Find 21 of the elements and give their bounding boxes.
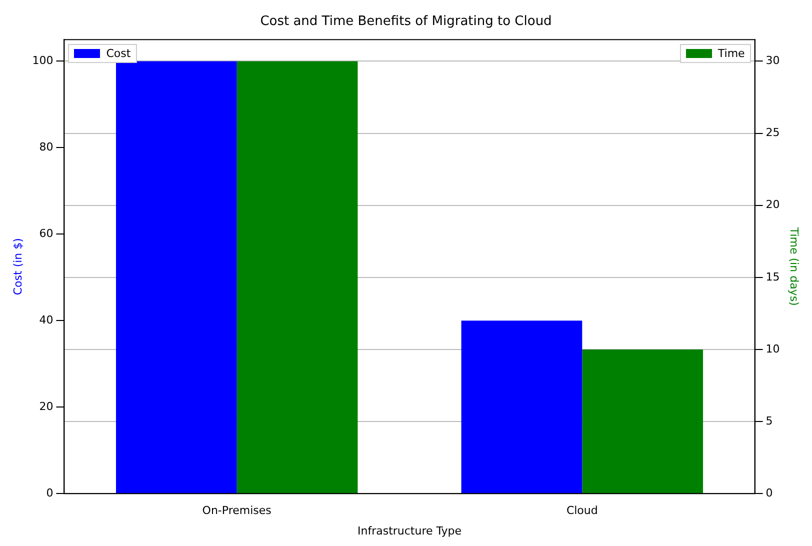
x-tick-label: Cloud: [566, 504, 598, 518]
x-tick-label: On-Premises: [202, 504, 272, 518]
y-tick-label: 80: [39, 140, 54, 154]
y-tick-label: 60: [39, 227, 54, 240]
y2-tick-label: 20: [766, 198, 780, 212]
y-tick-label: 100: [32, 54, 54, 68]
legend-label: Time: [718, 46, 745, 60]
y2-tick-label: 5: [766, 414, 773, 428]
y-tick-label: 0: [46, 486, 54, 500]
y2-axis-title: Time (in days): [788, 226, 801, 306]
y2-tick-label: 15: [766, 270, 780, 284]
x-axis-title: Infrastructure Type: [357, 524, 462, 538]
y-tick-label: 20: [39, 400, 54, 413]
y2-tick-label: 0: [766, 486, 773, 500]
chart-title: Cost and Time Benefits of Migrating to Cloud: [260, 14, 552, 30]
y2-tick-label: 10: [766, 342, 780, 356]
y2-tick-label: 25: [766, 126, 780, 140]
legend-label: Cost: [106, 46, 131, 60]
y-axis-title: Cost (in $): [11, 238, 24, 296]
y-tick-label: 40: [39, 314, 54, 327]
y2-tick-label: 30: [766, 54, 780, 68]
